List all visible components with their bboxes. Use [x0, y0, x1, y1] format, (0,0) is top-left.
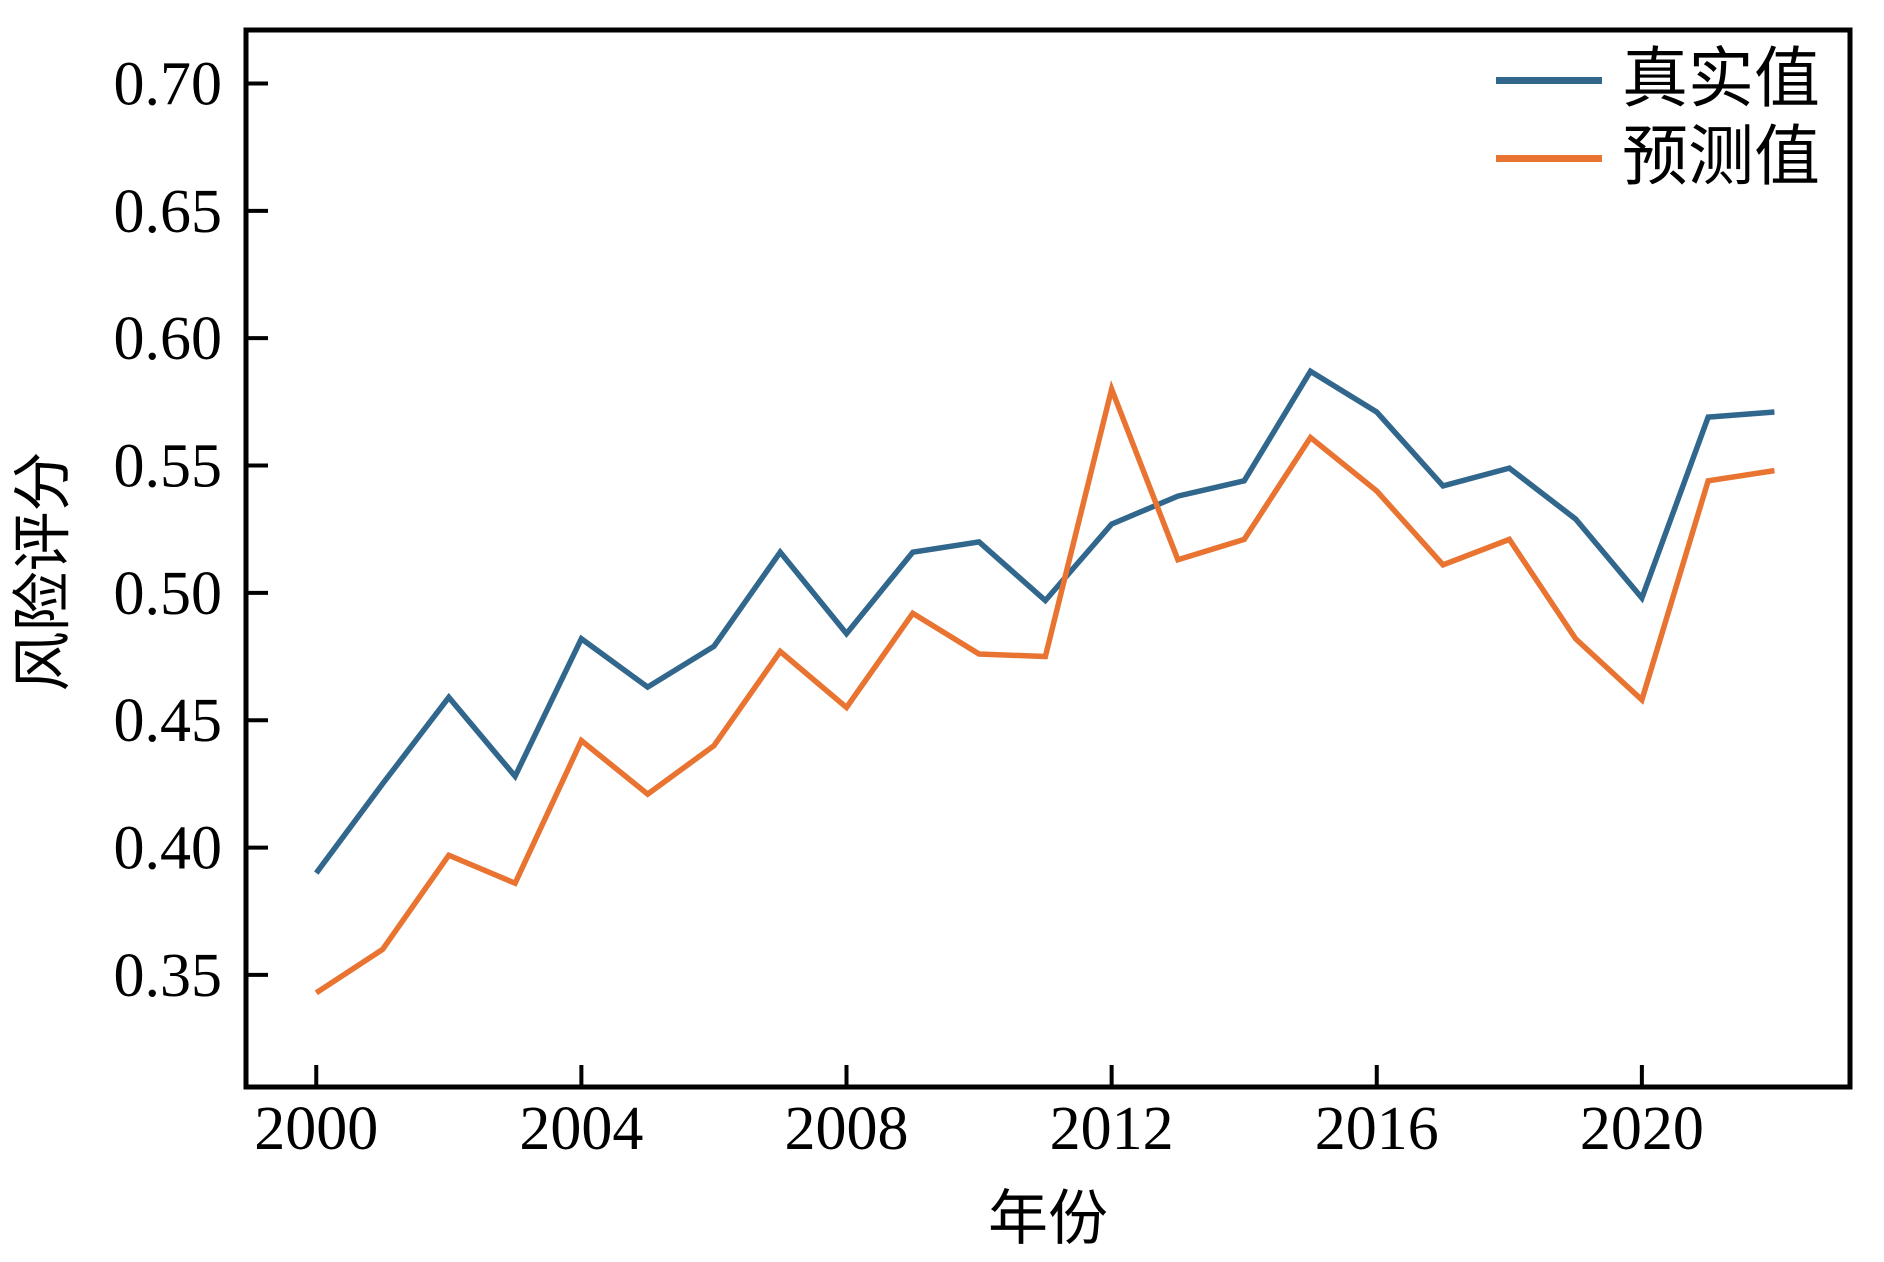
legend-label-predicted: 预测值 [1622, 121, 1820, 194]
x-axis-title: 年份 [988, 1186, 1108, 1252]
y-axis-tick-label: 0.50 [114, 560, 223, 628]
x-axis-tick-label: 2008 [785, 1095, 909, 1163]
y-axis-tick-label: 0.35 [114, 942, 223, 1010]
legend-label-actual: 真实值 [1622, 43, 1820, 116]
x-axis-tick-label: 2000 [254, 1095, 378, 1163]
y-axis-tick-label: 0.40 [114, 815, 223, 883]
x-axis-tick-label: 2012 [1050, 1095, 1174, 1163]
x-axis-tick-label: 2016 [1315, 1095, 1439, 1163]
legend-line-swatch-actual [1496, 76, 1602, 84]
legend-line-swatch-predicted [1496, 154, 1602, 162]
y-axis-tick-label: 0.60 [114, 305, 223, 373]
legend-item-predicted: 预测值 [1496, 121, 1820, 194]
legend: 真实值 预测值 [1496, 43, 1820, 194]
y-axis-title: 风险评分 [10, 451, 77, 692]
series-line-actual [314, 367, 1775, 875]
series-line-predicted [314, 380, 1775, 996]
y-axis-tick-label: 0.45 [114, 687, 223, 755]
y-axis-tick-label: 0.70 [114, 50, 223, 118]
x-axis-tick-label: 2020 [1580, 1095, 1704, 1163]
x-axis-tick-label: 2004 [519, 1095, 643, 1163]
plot-frame [243, 27, 1853, 1090]
legend-item-actual: 真实值 [1496, 43, 1820, 116]
y-axis-tick-label: 0.55 [114, 433, 223, 501]
y-axis-tick-label: 0.65 [114, 178, 223, 246]
